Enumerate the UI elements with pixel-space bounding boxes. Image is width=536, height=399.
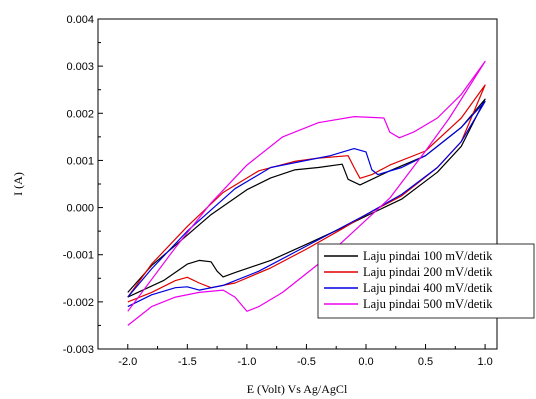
series-line-1 xyxy=(127,98,486,298)
y-tick-label: 0.002 xyxy=(66,108,94,120)
x-tick-label: 0.0 xyxy=(358,356,373,368)
x-axis: -2.0 -1.5 -1.0 -0.5 0.0 0.5 1.0 xyxy=(118,344,493,368)
series-line-4 xyxy=(127,60,486,326)
legend-label-1: Laju pindai 100 mV/detik xyxy=(363,249,493,263)
y-tick-label: 0.003 xyxy=(66,61,94,73)
y-axis-title: I (A) xyxy=(11,172,25,196)
x-tick-label: -2.0 xyxy=(118,356,137,368)
y-tick-label: -0.001 xyxy=(63,250,94,262)
series-line-3 xyxy=(127,100,486,308)
x-tick-label: 0.5 xyxy=(418,356,433,368)
y-tick-label: 0.001 xyxy=(66,155,94,167)
x-tick-label: -1.0 xyxy=(237,356,256,368)
x-tick-label: -0.5 xyxy=(297,356,316,368)
x-tick-label: 1.0 xyxy=(477,356,492,368)
plot-area xyxy=(127,60,486,326)
y-tick-label: 0.000 xyxy=(66,203,94,215)
legend: Laju pindai 100 mV/detik Laju pindai 200 … xyxy=(317,243,535,319)
x-tick-label: -1.5 xyxy=(178,356,197,368)
legend-label-3: Laju pindai 400 mV/detik xyxy=(363,281,493,295)
y-tick-label: -0.003 xyxy=(63,344,94,356)
y-tick-label: 0.004 xyxy=(66,14,94,26)
y-axis: 0.004 0.003 0.002 0.001 0.000 -0.001 -0.002 -0.… xyxy=(63,14,103,356)
legend-label-4: Laju pindai 500 mV/detik xyxy=(363,297,493,311)
x-axis-title: E (Volt) Vs Ag/AgCl xyxy=(247,382,348,396)
legend-label-2: Laju pindai 200 mV/detik xyxy=(363,265,493,279)
y-tick-label: -0.002 xyxy=(63,297,94,309)
